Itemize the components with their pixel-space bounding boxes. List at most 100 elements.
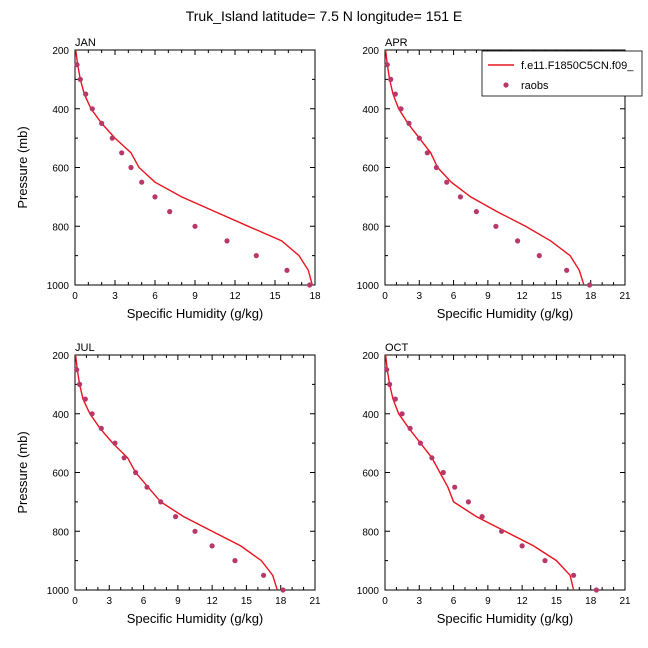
- plot-frame: [384, 354, 626, 591]
- x-tick-label: 15: [269, 291, 281, 302]
- panel-title: JUL: [75, 342, 95, 354]
- x-tick-label: 9: [485, 291, 491, 302]
- model-series-line: [74, 354, 278, 591]
- x-tick-label: 18: [585, 291, 597, 302]
- panel-title: APR: [385, 37, 408, 49]
- x-tick-label: 3: [417, 596, 423, 607]
- obs-point: [98, 425, 104, 431]
- obs-point: [74, 62, 80, 68]
- x-tick-label: 9: [485, 596, 491, 607]
- x-axis-label: Specific Humidity (g/kg): [437, 306, 574, 321]
- obs-point: [192, 223, 198, 229]
- y-tick-label: 200: [362, 46, 379, 57]
- y-axis-label: Pressure (mb): [15, 126, 30, 208]
- obs-point: [152, 194, 158, 200]
- x-tick-label: 12: [207, 596, 219, 607]
- y-tick-label: 400: [362, 105, 379, 116]
- x-axis-label: Specific Humidity (g/kg): [437, 611, 574, 626]
- obs-point: [542, 558, 548, 564]
- x-tick-label: 3: [107, 596, 113, 607]
- obs-point: [399, 411, 405, 417]
- obs-point: [433, 164, 439, 171]
- obs-point: [388, 76, 394, 82]
- obs-point: [499, 528, 505, 534]
- obs-point: [139, 179, 145, 185]
- obs-point: [77, 76, 83, 82]
- x-tick-label: 12: [517, 596, 529, 607]
- obs-point: [77, 381, 83, 387]
- y-tick-label: 1000: [357, 586, 380, 597]
- obs-point: [457, 194, 463, 200]
- x-axis-label: Specific Humidity (g/kg): [127, 306, 264, 321]
- obs-point: [493, 223, 499, 229]
- x-tick-label: 21: [309, 596, 321, 607]
- obs-point: [392, 91, 398, 97]
- obs-point: [144, 484, 150, 490]
- obs-point: [387, 381, 393, 387]
- obs-point: [128, 164, 134, 171]
- x-tick-label: 15: [241, 596, 253, 607]
- x-axis-label: Specific Humidity (g/kg): [127, 611, 264, 626]
- y-tick-label: 400: [52, 410, 69, 421]
- obs-point: [384, 367, 390, 373]
- obs-point: [429, 455, 435, 461]
- obs-point: [253, 253, 259, 259]
- y-tick-label: 800: [52, 222, 69, 233]
- y-tick-label: 800: [362, 222, 379, 233]
- obs-point: [83, 91, 89, 97]
- legend-box: [481, 50, 643, 97]
- model-series-line: [384, 354, 575, 591]
- x-tick-label: 6: [451, 291, 457, 302]
- plot-frame: [74, 354, 316, 591]
- obs-point: [407, 425, 413, 431]
- obs-point: [587, 282, 593, 288]
- x-tick-label: 6: [152, 291, 158, 302]
- obs-point: [284, 267, 290, 273]
- obs-point: [519, 543, 525, 549]
- x-tick-label: 9: [192, 291, 198, 302]
- x-tick-label: 18: [275, 596, 287, 607]
- y-tick-label: 1000: [357, 281, 380, 292]
- obs-point: [515, 238, 521, 244]
- x-tick-label: 9: [175, 596, 181, 607]
- x-tick-label: 21: [619, 291, 631, 302]
- obs-point: [89, 106, 95, 112]
- obs-point: [465, 499, 471, 505]
- x-tick-label: 12: [229, 291, 241, 302]
- x-tick-label: 6: [141, 596, 147, 607]
- obs-point: [406, 120, 412, 126]
- figure-title: Truk_Island latitude= 7.5 N longitude= 1…: [186, 8, 463, 24]
- y-tick-label: 600: [362, 164, 379, 175]
- y-tick-label: 800: [52, 527, 69, 538]
- obs-point: [536, 253, 542, 259]
- obs-point: [424, 150, 430, 156]
- x-tick-label: 15: [551, 291, 563, 302]
- y-tick-label: 1000: [47, 586, 70, 597]
- obs-point: [392, 396, 398, 402]
- obs-point: [452, 484, 458, 490]
- obs-point: [192, 528, 198, 534]
- obs-point: [416, 135, 422, 141]
- panel-jan: JAN 0 3 6 9 12 15 18 200 400 600 800 1000 Specific Hu…: [15, 37, 321, 321]
- panel-apr: APR 0 3 6 9 12 15 18 21 200 400 600 800 1000 Specific …: [357, 37, 631, 321]
- y-tick-label: 200: [52, 46, 69, 57]
- y-tick-label: 400: [52, 105, 69, 116]
- y-axis-label: Pressure (mb): [15, 431, 30, 513]
- x-tick-label: 0: [382, 596, 388, 607]
- obs-point: [417, 440, 423, 446]
- obs-point: [119, 150, 125, 156]
- obs-point: [444, 179, 450, 185]
- obs-point: [173, 514, 179, 520]
- x-tick-label: 18: [309, 291, 321, 302]
- obs-point: [89, 411, 95, 417]
- obs-point: [133, 469, 139, 476]
- obs-point: [564, 267, 570, 273]
- x-tick-label: 0: [72, 291, 78, 302]
- legend: f.e11.F1850C5CN.f09_raobs: [481, 50, 643, 97]
- legend-model-label: f.e11.F1850C5CN.f09_: [521, 60, 634, 72]
- obs-point: [99, 120, 105, 126]
- obs-point: [384, 62, 390, 68]
- x-tick-label: 3: [417, 291, 423, 302]
- y-tick-label: 400: [362, 410, 379, 421]
